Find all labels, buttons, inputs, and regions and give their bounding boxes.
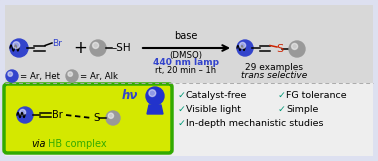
Text: ✓: ✓ bbox=[178, 118, 186, 128]
Text: In-depth mechanistic studies: In-depth mechanistic studies bbox=[186, 118, 324, 128]
Circle shape bbox=[106, 111, 120, 125]
Text: –SH: –SH bbox=[112, 43, 132, 53]
Text: Br: Br bbox=[52, 110, 63, 120]
Text: 440 nm lamp: 440 nm lamp bbox=[153, 58, 219, 67]
Text: rt, 20 min – 1h: rt, 20 min – 1h bbox=[155, 66, 217, 75]
Text: hν: hν bbox=[122, 89, 138, 101]
Text: via: via bbox=[31, 139, 46, 149]
Text: Visible light: Visible light bbox=[186, 104, 241, 114]
Text: ✓: ✓ bbox=[178, 104, 186, 114]
Text: Simple: Simple bbox=[286, 104, 318, 114]
FancyBboxPatch shape bbox=[4, 84, 172, 153]
Circle shape bbox=[146, 87, 164, 105]
Circle shape bbox=[289, 41, 305, 57]
Circle shape bbox=[240, 42, 246, 48]
Text: ✓: ✓ bbox=[178, 90, 186, 99]
Text: +: + bbox=[73, 39, 87, 57]
Circle shape bbox=[20, 109, 26, 115]
Text: base: base bbox=[174, 31, 198, 41]
Text: FG tolerance: FG tolerance bbox=[286, 90, 347, 99]
Text: ✓: ✓ bbox=[278, 90, 286, 99]
Text: ✓: ✓ bbox=[278, 104, 286, 114]
Circle shape bbox=[68, 72, 73, 76]
Text: Br: Br bbox=[52, 38, 62, 47]
Text: = Ar, Alk: = Ar, Alk bbox=[80, 71, 118, 80]
Text: = Ar, Het: = Ar, Het bbox=[20, 71, 60, 80]
Text: 29 examples: 29 examples bbox=[245, 63, 303, 72]
Circle shape bbox=[90, 40, 106, 56]
Circle shape bbox=[10, 39, 28, 57]
Circle shape bbox=[8, 72, 12, 76]
Text: trans selective: trans selective bbox=[241, 71, 307, 80]
Circle shape bbox=[291, 43, 297, 49]
Text: HB complex: HB complex bbox=[48, 139, 107, 149]
FancyBboxPatch shape bbox=[5, 83, 373, 156]
Polygon shape bbox=[147, 105, 163, 114]
Circle shape bbox=[66, 70, 78, 82]
FancyBboxPatch shape bbox=[5, 5, 373, 83]
Circle shape bbox=[6, 70, 18, 82]
Circle shape bbox=[13, 42, 20, 48]
Text: S: S bbox=[276, 44, 283, 54]
Circle shape bbox=[93, 42, 99, 48]
Circle shape bbox=[237, 40, 253, 56]
Text: (DMSO): (DMSO) bbox=[169, 51, 203, 60]
Text: Catalyst-free: Catalyst-free bbox=[186, 90, 247, 99]
Circle shape bbox=[108, 113, 113, 118]
Text: S: S bbox=[93, 113, 100, 123]
Circle shape bbox=[149, 90, 156, 97]
Circle shape bbox=[17, 107, 33, 123]
